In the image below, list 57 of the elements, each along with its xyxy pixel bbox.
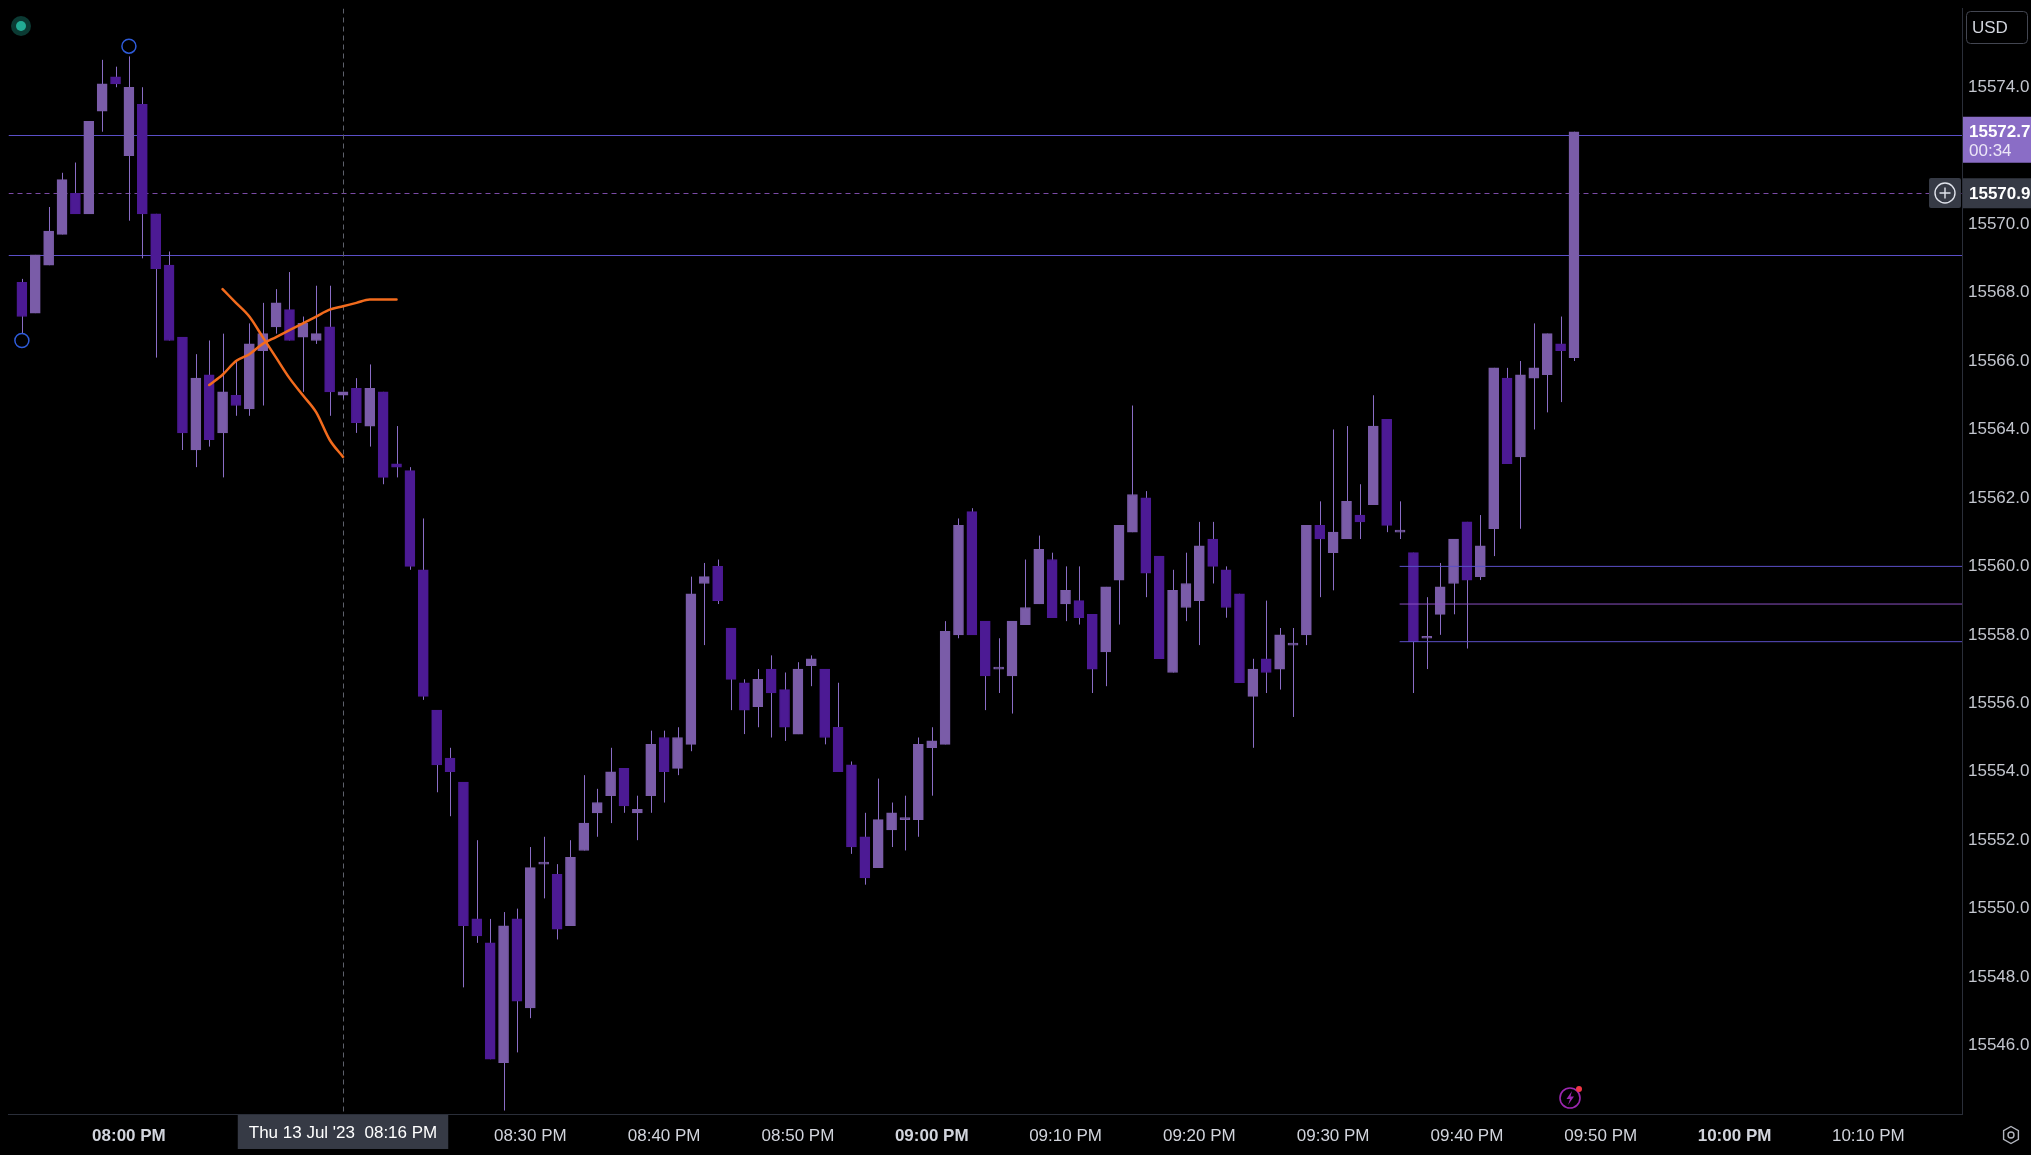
x-tick-label: 09:50 PM: [1564, 1125, 1638, 1145]
candlestick: [698, 562, 710, 646]
candlestick: [1555, 316, 1566, 403]
x-tick-label: 09:40 PM: [1430, 1125, 1504, 1145]
candlestick: [899, 795, 911, 851]
x-tick-label: 08:30 PM: [493, 1125, 567, 1145]
y-tick-label: 15558.0: [1968, 624, 2030, 644]
candlestick: [1020, 559, 1031, 626]
y-tick-label: 15546.0: [1968, 1035, 2030, 1055]
y-tick-label: 15564.0: [1968, 419, 2030, 439]
ref-line-label: 15570.9: [1969, 184, 2031, 204]
x-tick-label: 08:40 PM: [627, 1125, 701, 1145]
candlestick: [270, 288, 282, 335]
candlestick: [1073, 565, 1085, 626]
candlestick: [310, 285, 322, 345]
y-tick-label: 15560.0: [1968, 556, 2030, 576]
x-tick-label: 10:00 PM: [1697, 1125, 1772, 1145]
candlestick: [632, 795, 643, 841]
candlestick: [805, 654, 817, 687]
candlestick: [1314, 500, 1326, 598]
text: USD: [1972, 17, 2008, 37]
x-tick-label: 09:20 PM: [1162, 1125, 1236, 1145]
y-tick-label: 15568.0: [1968, 282, 2030, 302]
y-tick-label: 15556.0: [1968, 692, 2030, 712]
x-tick-label: 09:00 PM: [894, 1125, 969, 1145]
x-tick-label: 09:30 PM: [1296, 1125, 1370, 1145]
ref-line-label: Thu 13 Jul '23 08:16 PM: [248, 1122, 438, 1142]
x-tick-label: 08:50 PM: [761, 1125, 835, 1145]
y-tick-label: 15566.0: [1968, 350, 2030, 370]
y-tick-label: 15562.0: [1968, 487, 2030, 507]
candlestick: [1260, 600, 1272, 694]
candlestick: [1421, 596, 1433, 670]
candlestick: [886, 802, 897, 848]
y-tick-label: 15570.0: [1968, 213, 2030, 233]
x-tick-label: 08:00 PM: [92, 1125, 166, 1145]
text: 15572.7: [1969, 122, 2031, 142]
candlestick: [765, 654, 777, 739]
y-tick-label: 15548.0: [1968, 966, 2030, 986]
x-tick-label: 09:10 PM: [1029, 1125, 1102, 1145]
candlestick: [1060, 565, 1071, 622]
candlestick: [605, 747, 616, 824]
y-tick-label: 15552.0: [1968, 829, 2030, 849]
x-tick-label: 10:10 PM: [1831, 1125, 1905, 1145]
candlestick: [471, 839, 483, 944]
candlestick: [391, 425, 402, 478]
candlestick: [591, 788, 603, 838]
candlestick: [926, 726, 938, 797]
text: 00:34: [1969, 141, 2012, 161]
candlestick: [70, 162, 81, 215]
candlestick: [444, 747, 456, 817]
candlestick: [110, 66, 121, 88]
candlestick: [1180, 552, 1192, 622]
y-tick-label: 15550.0: [1968, 898, 2030, 918]
y-tick-label: 15574.0: [1968, 76, 2030, 96]
candlestick: [1327, 428, 1339, 591]
y-tick-label: 15554.0: [1968, 761, 2030, 781]
candlestick: [230, 360, 242, 417]
